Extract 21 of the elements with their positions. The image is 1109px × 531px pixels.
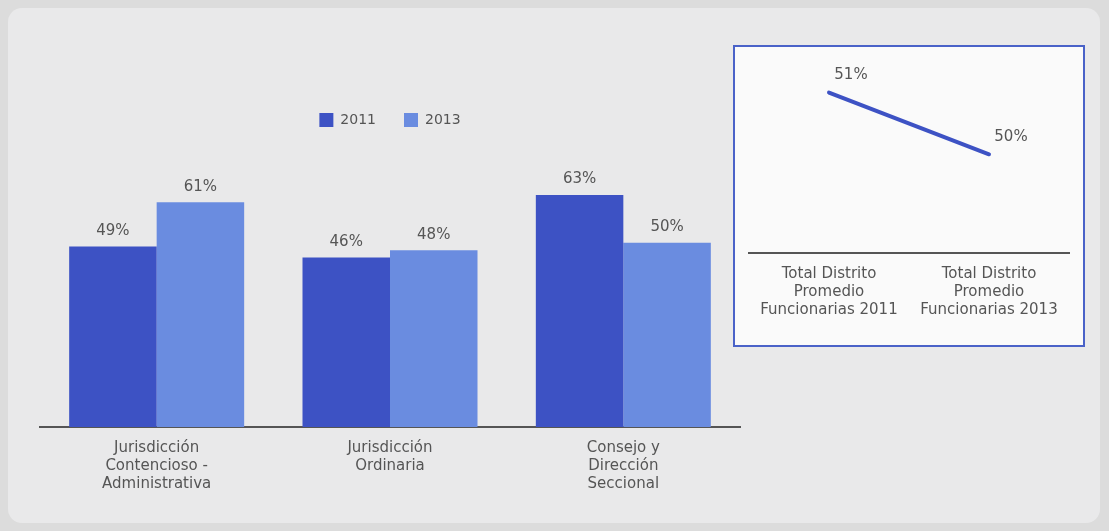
bar [390,250,478,427]
bar [535,195,624,427]
data-label: 49% [96,220,130,239]
data-label: 63% [562,169,597,188]
data-label: 50% [994,126,1028,145]
x-tick-label: Total Distrito Promedio Funcionarias 2013 [920,263,1058,318]
legend-label: 2013 [425,110,461,127]
x-tick-label: Jurisdicción Contencioso - Administrativa [102,437,212,492]
data-label: 50% [650,217,684,236]
data-label: 51% [834,64,868,83]
bar [156,202,245,427]
bar [69,246,157,427]
x-tick-label: Total Distrito Promedio Funcionarias 2011 [760,263,898,318]
data-label: 48% [417,224,451,243]
x-tick-label: Consejo y Dirección Seccional [586,437,661,492]
x-tick-label: Jurisdicción Ordinaria [346,437,433,474]
data-label: 61% [183,176,218,195]
legend-label: 2011 [340,110,377,127]
data-label: 46% [329,231,363,250]
bar [623,242,711,427]
bar [302,257,390,427]
